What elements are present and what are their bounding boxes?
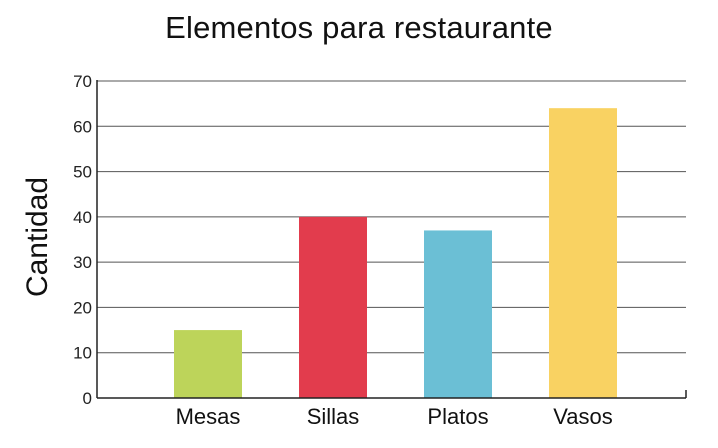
x-category-labels: Mesas Sillas Platos Vasos xyxy=(176,404,613,429)
y-axis-title: Cantidad xyxy=(21,177,54,297)
y-tick-label: 0 xyxy=(83,389,92,408)
y-tick-label: 20 xyxy=(73,298,92,317)
x-category-label: Sillas xyxy=(307,404,360,429)
y-tick-label: 70 xyxy=(73,72,92,91)
bar-sillas xyxy=(299,216,367,398)
y-tick-label: 40 xyxy=(73,208,92,227)
y-tick-labels: 0 10 20 30 40 50 60 70 xyxy=(73,72,92,408)
bar-vasos xyxy=(549,108,617,399)
y-tick-label: 50 xyxy=(73,163,92,182)
bar-platos xyxy=(424,230,492,398)
y-tick-label: 30 xyxy=(73,253,92,272)
x-category-label: Mesas xyxy=(176,404,241,429)
y-tick-label: 60 xyxy=(73,117,92,136)
bars xyxy=(174,108,617,399)
x-category-label: Vasos xyxy=(553,404,613,429)
axes xyxy=(96,80,687,399)
chart-title: Elementos para restaurante xyxy=(165,10,553,45)
x-category-label: Platos xyxy=(427,404,488,429)
bar-mesas xyxy=(174,330,242,398)
y-tick-label: 10 xyxy=(73,344,92,363)
